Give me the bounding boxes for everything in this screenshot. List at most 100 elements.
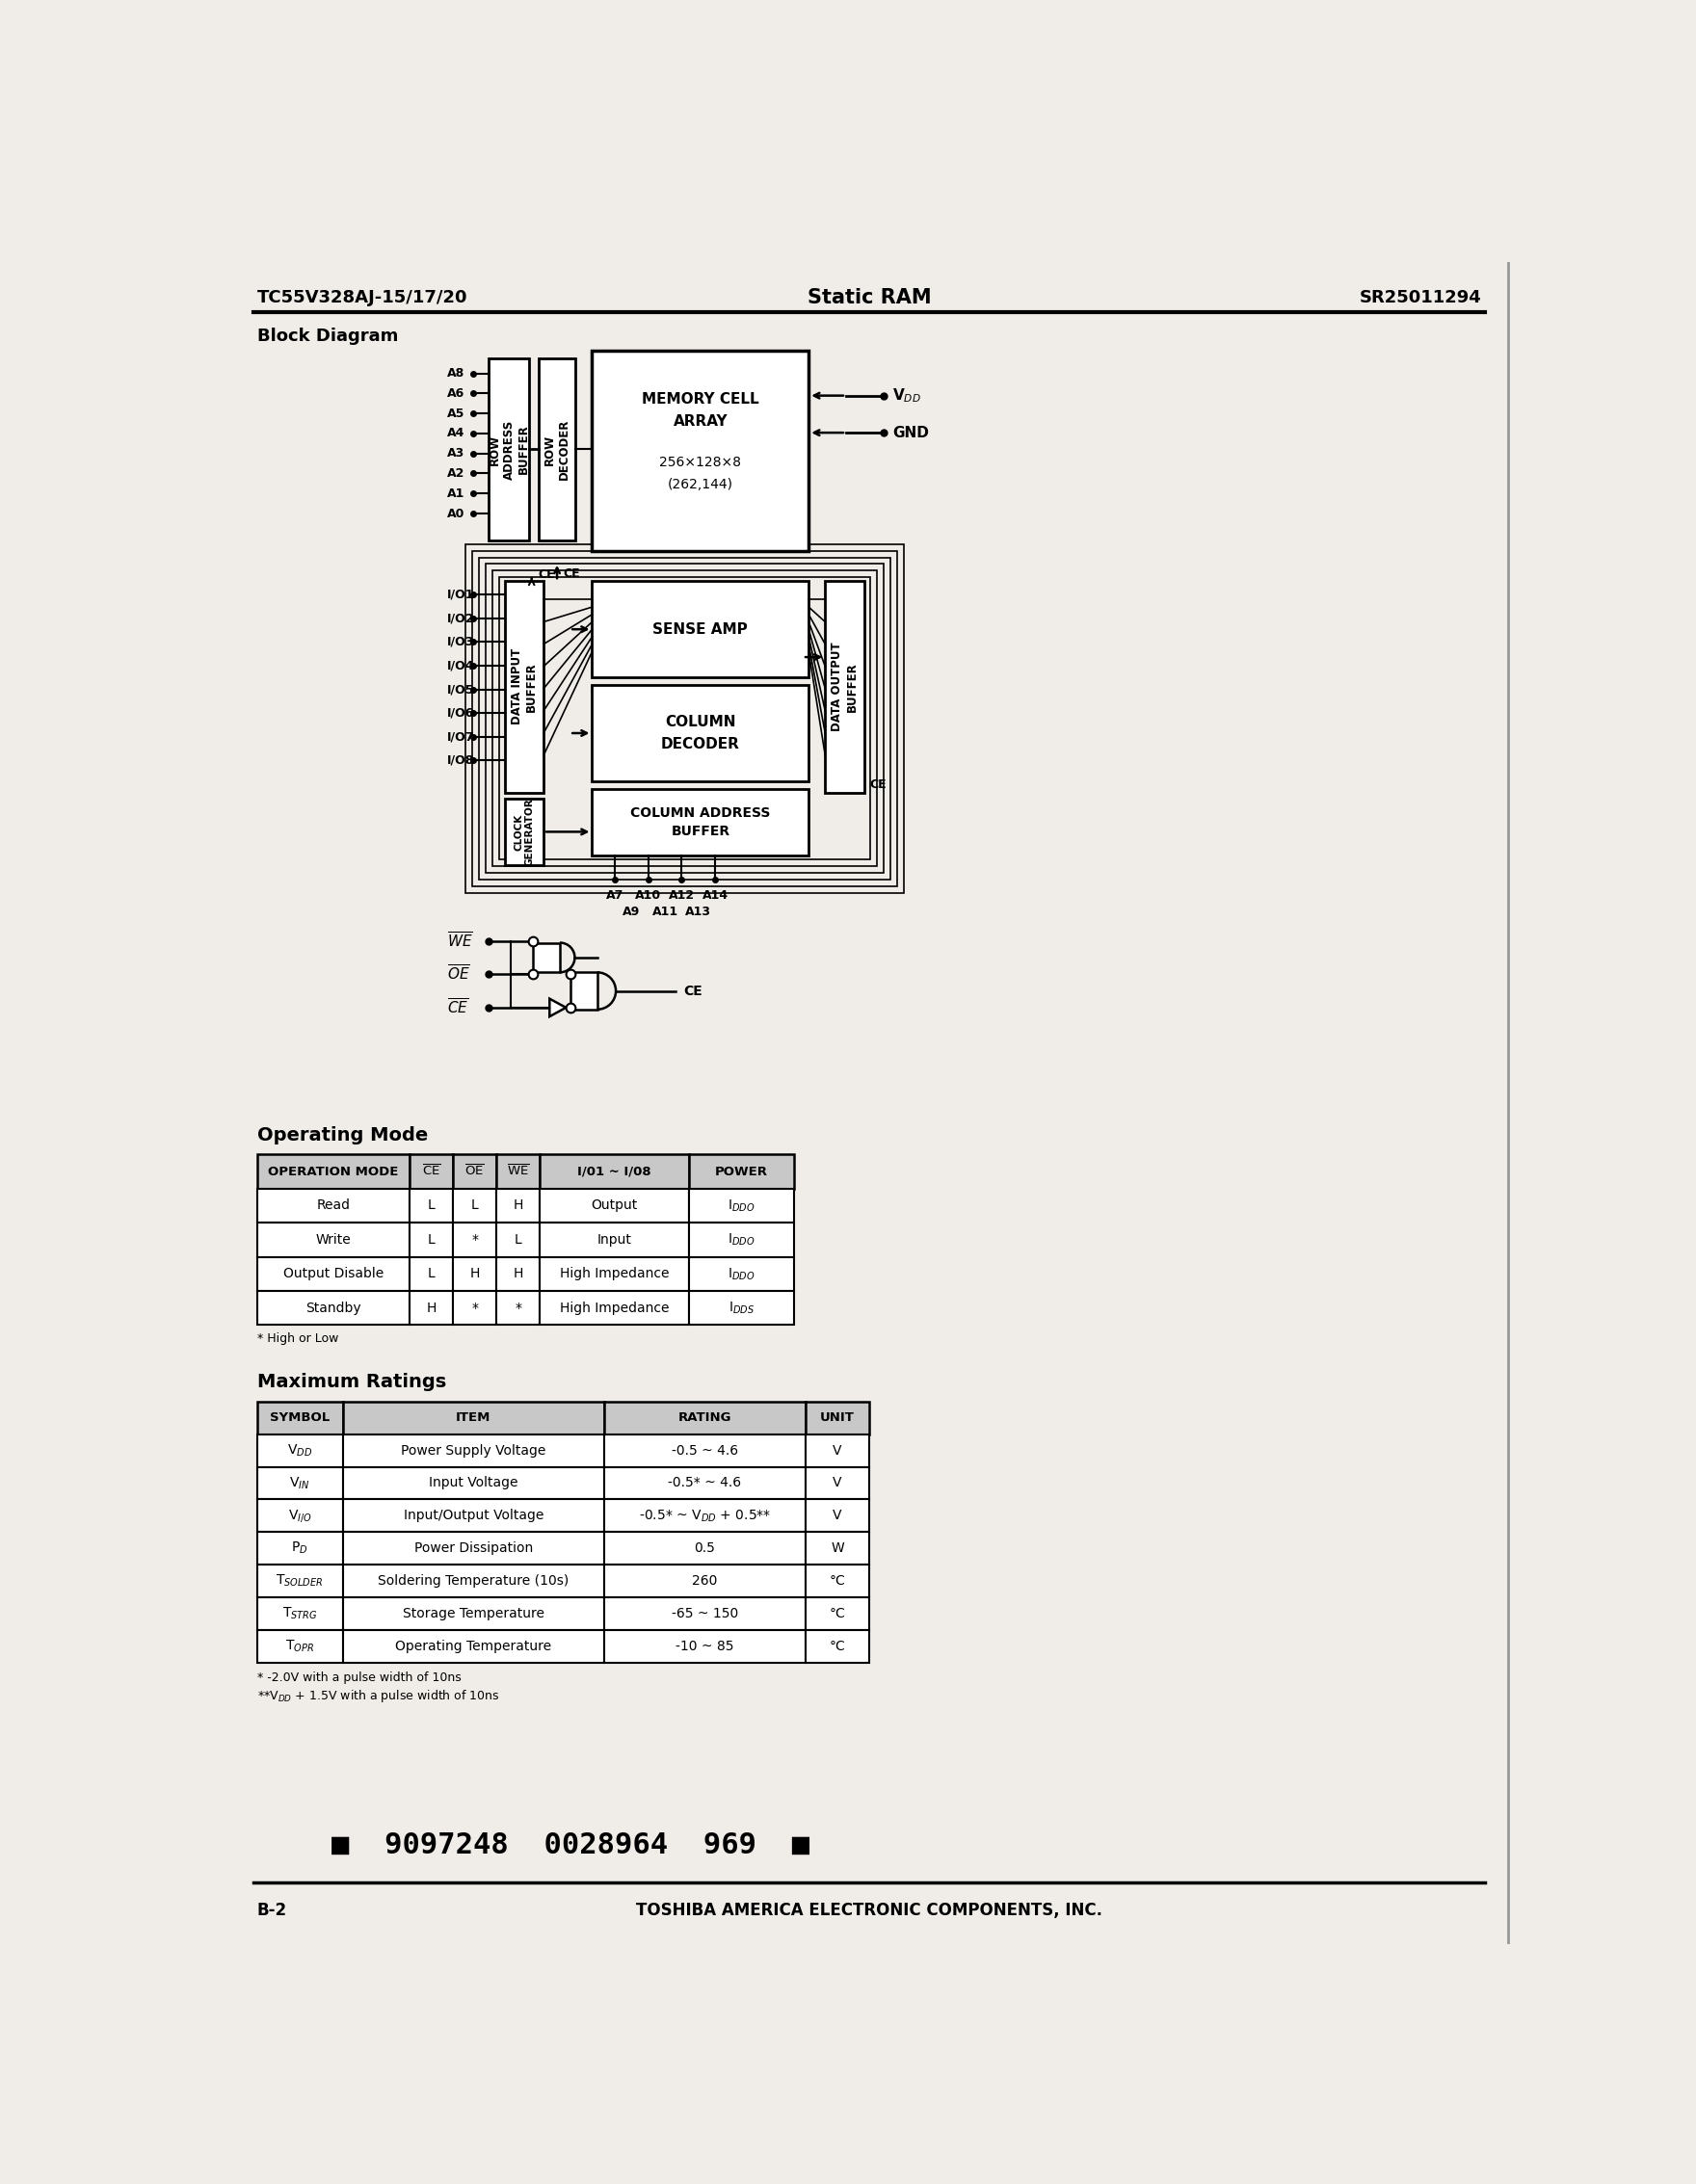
Text: A13: A13	[685, 906, 712, 919]
Text: T$_{OPR}$: T$_{OPR}$	[285, 1638, 314, 1653]
Text: V$_{I/O}$: V$_{I/O}$	[288, 1507, 312, 1524]
Text: P$_D$: P$_D$	[292, 1540, 309, 1557]
Bar	[689, 1223, 794, 1256]
Bar	[538, 358, 575, 539]
Text: Read: Read	[317, 1199, 349, 1212]
Text: *: *	[516, 1302, 522, 1315]
Text: GND: GND	[892, 426, 929, 439]
Text: B-2: B-2	[256, 1902, 287, 1920]
Text: DATA INPUT
BUFFER: DATA INPUT BUFFER	[510, 649, 538, 725]
Text: L: L	[514, 1234, 522, 1247]
Bar	[256, 1155, 410, 1188]
Bar	[343, 1597, 604, 1629]
Bar	[806, 1402, 870, 1435]
Text: Soldering Temperature (10s): Soldering Temperature (10s)	[378, 1575, 568, 1588]
Bar	[410, 1291, 453, 1326]
Bar	[497, 1155, 539, 1188]
Bar	[826, 581, 863, 793]
Text: Storage Temperature: Storage Temperature	[402, 1607, 544, 1621]
Text: °C: °C	[829, 1640, 846, 1653]
Text: V: V	[833, 1444, 841, 1457]
Text: Write: Write	[315, 1234, 351, 1247]
Text: TOSHIBA AMERICA ELECTRONIC COMPONENTS, INC.: TOSHIBA AMERICA ELECTRONIC COMPONENTS, I…	[636, 1902, 1102, 1920]
Text: Static RAM: Static RAM	[807, 288, 931, 308]
Bar	[604, 1629, 806, 1662]
Text: * High or Low: * High or Low	[256, 1332, 338, 1345]
Text: ROW
DECODER: ROW DECODER	[543, 419, 570, 480]
Text: Standby: Standby	[305, 1302, 361, 1315]
Text: A5: A5	[448, 406, 465, 419]
Text: DATA OUTPUT
BUFFER: DATA OUTPUT BUFFER	[831, 642, 858, 732]
Text: $\overline{\mathrm{CE}}$: $\overline{\mathrm{CE}}$	[422, 1164, 441, 1179]
Text: T$_{SOLDER}$: T$_{SOLDER}$	[276, 1572, 324, 1590]
Text: H: H	[514, 1199, 522, 1212]
Bar	[410, 1256, 453, 1291]
Text: -0.5* ~ V$_{DD}$ + 0.5**: -0.5* ~ V$_{DD}$ + 0.5**	[639, 1507, 772, 1524]
Text: A9: A9	[622, 906, 639, 919]
Text: Input/Output Voltage: Input/Output Voltage	[404, 1509, 543, 1522]
Text: I/O5: I/O5	[448, 684, 475, 697]
Text: W: W	[831, 1542, 845, 1555]
Bar	[592, 686, 809, 782]
Bar	[806, 1435, 870, 1468]
Text: -65 ~ 150: -65 ~ 150	[672, 1607, 738, 1621]
Text: ■  9097248  0028964  969  ■: ■ 9097248 0028964 969 ■	[331, 1830, 809, 1859]
Text: (262,144): (262,144)	[668, 478, 733, 491]
Text: CE: CE	[683, 985, 702, 998]
Text: -0.5* ~ 4.6: -0.5* ~ 4.6	[668, 1476, 741, 1489]
Text: **V$_{DD}$ + 1.5V with a pulse width of 10ns: **V$_{DD}$ + 1.5V with a pulse width of …	[256, 1688, 499, 1704]
Bar	[806, 1597, 870, 1629]
Text: COLUMN ADDRESS: COLUMN ADDRESS	[631, 806, 770, 819]
Bar	[604, 1564, 806, 1597]
Bar	[256, 1531, 343, 1564]
Text: $\overline{\mathrm{WE}}$: $\overline{\mathrm{WE}}$	[507, 1164, 529, 1179]
Bar	[453, 1291, 497, 1326]
Text: V: V	[833, 1509, 841, 1522]
Text: A10: A10	[634, 889, 661, 902]
Bar	[592, 788, 809, 856]
Text: CE: CE	[538, 568, 555, 581]
Text: BUFFER: BUFFER	[672, 823, 729, 839]
Text: I/O8: I/O8	[448, 753, 475, 767]
Text: CLOCK
GENERATOR: CLOCK GENERATOR	[514, 797, 534, 865]
Text: -0.5 ~ 4.6: -0.5 ~ 4.6	[672, 1444, 738, 1457]
Bar	[488, 358, 529, 539]
Bar	[806, 1531, 870, 1564]
Text: Power Supply Voltage: Power Supply Voltage	[400, 1444, 546, 1457]
Text: T$_{STRG}$: T$_{STRG}$	[282, 1605, 317, 1621]
Bar	[410, 1155, 453, 1188]
Text: Operating Mode: Operating Mode	[256, 1127, 427, 1144]
Bar	[806, 1500, 870, 1531]
Text: I/O7: I/O7	[448, 732, 475, 743]
Bar	[453, 1188, 497, 1223]
Text: °C: °C	[829, 1575, 846, 1588]
Text: H: H	[427, 1302, 436, 1315]
Bar	[497, 1223, 539, 1256]
Text: COLUMN: COLUMN	[665, 714, 736, 729]
Bar	[485, 563, 884, 874]
Text: SYMBOL: SYMBOL	[270, 1411, 329, 1424]
Text: V$_{IN}$: V$_{IN}$	[290, 1474, 310, 1492]
Text: Output Disable: Output Disable	[283, 1267, 383, 1280]
Bar	[410, 1188, 453, 1223]
Bar	[410, 1223, 453, 1256]
Bar	[343, 1629, 604, 1662]
Bar	[256, 1629, 343, 1662]
Text: High Impedance: High Impedance	[560, 1302, 670, 1315]
Text: CE: CE	[870, 780, 887, 791]
Text: Maximum Ratings: Maximum Ratings	[256, 1374, 446, 1391]
Bar	[478, 557, 890, 880]
Text: V: V	[833, 1476, 841, 1489]
Bar	[453, 1155, 497, 1188]
Text: H: H	[514, 1267, 522, 1280]
Bar	[592, 352, 809, 550]
Text: Input Voltage: Input Voltage	[429, 1476, 517, 1489]
Bar	[453, 1256, 497, 1291]
Text: ROW
ADDRESS
BUFFER: ROW ADDRESS BUFFER	[488, 419, 529, 478]
Bar	[689, 1291, 794, 1326]
Text: Operating Temperature: Operating Temperature	[395, 1640, 551, 1653]
Bar	[604, 1435, 806, 1468]
Bar	[497, 1291, 539, 1326]
Text: 0.5: 0.5	[694, 1542, 716, 1555]
Text: A2: A2	[448, 467, 465, 480]
